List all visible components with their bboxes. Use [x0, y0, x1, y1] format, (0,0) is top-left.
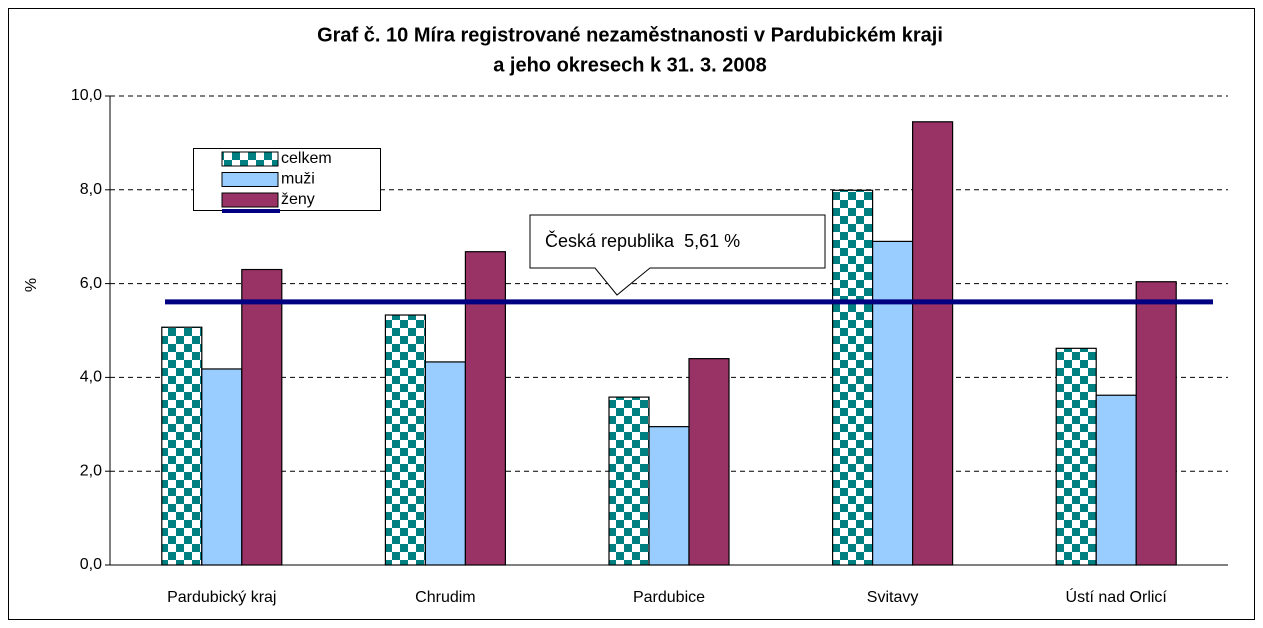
bar	[911, 121, 954, 566]
legend-label: celkem	[281, 150, 332, 167]
legend-label: ženy	[281, 191, 315, 208]
chart-title: Graf č. 10 Míra registrované nezaměstnan…	[317, 24, 943, 46]
legend-swatch	[221, 172, 279, 187]
bar	[424, 361, 466, 566]
chart-title: a jeho okresech k 31. 3. 2008	[493, 54, 767, 76]
x-tick-label: Pardubice	[633, 589, 705, 606]
legend: celkem muži ženy	[193, 148, 381, 213]
bar	[1135, 281, 1177, 566]
x-tick-label: Ústí nad Orlicí	[1066, 587, 1168, 606]
bar	[608, 396, 650, 566]
y-tick-label: 6,0	[80, 275, 102, 292]
y-tick-label: 10,0	[71, 87, 102, 104]
y-tick-label: 8,0	[80, 181, 102, 198]
bar	[241, 268, 283, 566]
x-tick-label: Svitavy	[867, 589, 919, 606]
callout: Česká republika 5,61 %	[529, 214, 826, 296]
legend-swatch	[221, 192, 279, 208]
x-tick-label: Chrudim	[415, 589, 475, 606]
bar	[871, 240, 914, 566]
y-tick-label: 2,0	[80, 462, 102, 479]
bar	[201, 368, 243, 566]
callout-box	[529, 214, 826, 296]
y-tick-label: 4,0	[80, 369, 102, 386]
bar	[648, 426, 690, 566]
bar	[1095, 394, 1137, 566]
bar	[384, 314, 426, 566]
legend-label: muži	[281, 171, 315, 188]
y-tick-label: 0,0	[80, 556, 102, 573]
bar	[464, 251, 506, 566]
bar	[688, 358, 730, 566]
y-axis-label: %	[23, 278, 40, 292]
bar	[161, 326, 203, 566]
bar	[1055, 347, 1097, 566]
bar	[831, 189, 874, 566]
x-tick-label: Pardubický kraj	[167, 589, 276, 606]
legend-swatch	[221, 151, 279, 167]
callout-text: Česká republika 5,61 %	[545, 230, 740, 251]
plot-area: 0,0 2,0 4,0 6,0 8,0 10,0 Pardubický kraj Chrudi…	[71, 87, 1228, 606]
